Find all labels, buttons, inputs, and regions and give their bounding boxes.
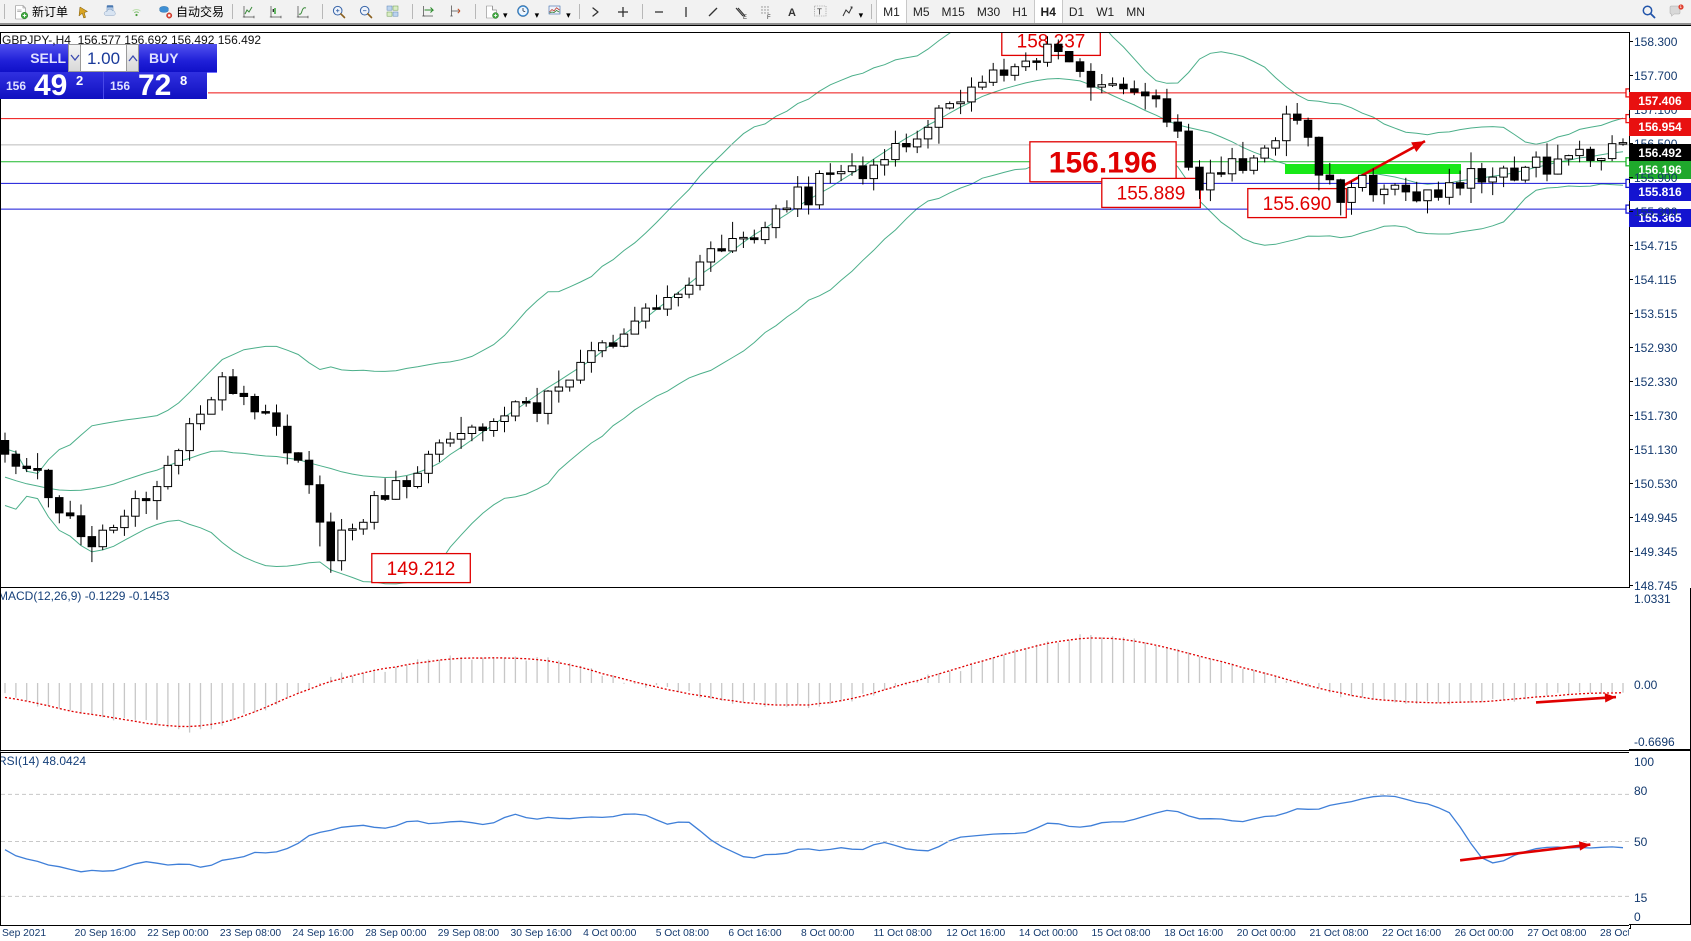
svg-text:E: E [743,15,747,20]
svg-text:149.212: 149.212 [387,559,456,580]
svg-text:F: F [767,15,771,20]
svg-text:156.196: 156.196 [1049,147,1157,180]
svg-text:T: T [817,7,822,16]
svg-text:155.690: 155.690 [1263,194,1332,215]
svg-text:1: 1 [1680,5,1682,9]
svg-text:A: A [788,7,796,19]
svg-text:155.889: 155.889 [1117,184,1186,205]
